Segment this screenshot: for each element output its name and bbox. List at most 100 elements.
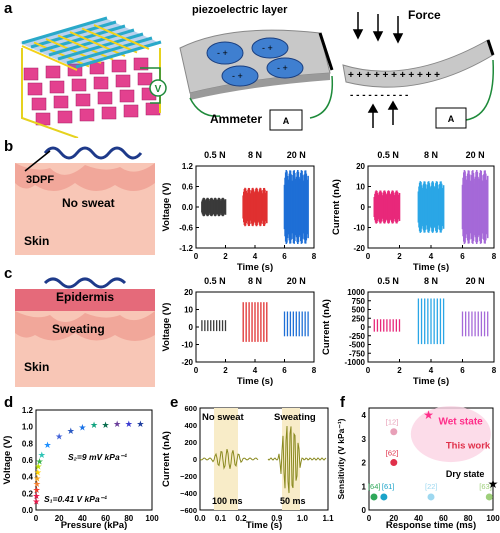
ytick-label-5: −400 (180, 489, 197, 498)
xtick-label-4: 80 (464, 514, 473, 523)
highlight-this-work (410, 406, 491, 463)
xtick-label-4: 80 (124, 514, 133, 523)
ref-label: [22] (425, 482, 438, 491)
x-axis-label: Response time (ms) (386, 520, 476, 531)
force-label-0: 0.5 N (377, 276, 399, 286)
label-sweating: Sweating (274, 412, 316, 423)
svg-text:- +: - + (217, 48, 228, 58)
label-sweating-c: Sweating (52, 322, 105, 336)
xtick-label-0: 0 (194, 366, 199, 375)
ytick-label-4: −200 (180, 472, 197, 481)
force-label-0: 0.5 N (377, 150, 399, 160)
data-point (370, 493, 378, 501)
label-no-sweat: No sweat (62, 196, 115, 210)
ytick-label-2: 2 (362, 459, 367, 468)
svg-text:- +: - + (232, 71, 243, 81)
label-window-50ms: 50 ms (280, 496, 306, 506)
data-point-star: ★ (33, 473, 41, 483)
force-label-1: 8 N (248, 276, 262, 286)
ytick-label-3: -0.6 (179, 224, 193, 233)
label-force: Force (408, 8, 441, 22)
signal-burst-0 (373, 190, 401, 224)
ytick-label-4: 0.4 (22, 473, 34, 482)
label-piezoelectric-layer: piezoelectric layer (192, 4, 288, 16)
xtick-label-2: 40 (414, 514, 423, 523)
data-point-star: ★ (113, 419, 121, 429)
xtick-label-1: 20 (55, 514, 64, 523)
signal-burst-0 (201, 320, 227, 332)
xtick-label-0: 0 (367, 514, 372, 523)
data-point-star: ★ (38, 450, 46, 460)
xtick-label-1: 2 (223, 252, 228, 261)
ammeter-symbol-1: A (283, 116, 290, 126)
panel-c-skin-diagram (15, 277, 155, 387)
ytick-label-4: -20 (181, 358, 193, 367)
xtick-label-4: 8 (492, 252, 497, 261)
data-point-star: ★ (488, 477, 499, 491)
data-point (485, 493, 493, 501)
xtick-label-2: 4 (429, 252, 434, 261)
ytick-label-3: 250 (352, 314, 366, 323)
data-point-star: ★ (136, 419, 144, 429)
label-skin-c: Skin (24, 360, 50, 374)
xtick-label-3: 6 (282, 366, 287, 375)
xtick-label-3: 6 (460, 366, 465, 375)
ref-label: [64] (368, 482, 381, 491)
ytick-label-2: 0 (361, 203, 366, 212)
signal-burst-2 (283, 311, 309, 337)
ytick-label-2: 200 (184, 438, 197, 447)
signal-burst-0 (201, 197, 227, 217)
data-point-star: ★ (423, 408, 434, 422)
ref-label: [63] (479, 482, 492, 491)
data-point-star: ★ (34, 468, 42, 478)
voltmeter-symbol: V (155, 84, 162, 95)
data-point-star: ★ (32, 497, 40, 507)
ytick-label-5: -250 (349, 332, 366, 341)
xtick-label-2: 0.2 (235, 514, 247, 523)
ytick-label-0: 1000 (347, 288, 365, 297)
xtick-label-1: 0.1 (215, 514, 227, 523)
xtick-label-2: 4 (253, 366, 258, 375)
ammeter-symbol-2: A (448, 114, 455, 124)
label-3dpf: 3DPF (26, 174, 55, 186)
svg-text:+ + + + + + + + + + +: + + + + + + + + + + + (348, 70, 440, 81)
ytick-label-4: 0 (362, 506, 367, 515)
xtick-label-3: 60 (101, 514, 110, 523)
panel-a-piezo-diagram: - + - + - + - + A (179, 29, 334, 131)
data-point-star: ★ (33, 485, 41, 495)
force-label-1: 8 N (248, 150, 262, 160)
waveform-sweating (267, 425, 327, 494)
force-label-0: 0.5 N (204, 276, 226, 286)
plot-frame (35, 409, 153, 511)
xtick-label-4: 8 (312, 366, 317, 375)
signal-burst-2 (461, 170, 489, 244)
ytick-label-4: -1.2 (179, 244, 193, 253)
data-point-star: ★ (32, 491, 40, 501)
xtick-label-5: 100 (486, 514, 500, 523)
svg-text:- +: - + (277, 63, 288, 73)
data-point-star: ★ (102, 420, 110, 430)
xtick-label-2: 4 (253, 252, 258, 261)
ytick-label-3: 0 (193, 455, 197, 464)
signal-burst-1 (242, 187, 268, 227)
ref-label: [62] (386, 449, 399, 458)
data-point-star: ★ (44, 440, 52, 450)
svg-text:- +: - + (262, 43, 273, 53)
data-point (427, 493, 435, 501)
ref-label: [12] (386, 418, 399, 427)
ytick-label-0: 20 (356, 162, 365, 171)
x-axis-label: Pressure (kPa) (61, 520, 128, 531)
ytick-label-6: 0.0 (22, 506, 34, 515)
label-wet-state: Wet state (438, 417, 483, 428)
xtick-label-0: 0 (34, 514, 39, 523)
data-point-star: ★ (90, 420, 98, 430)
label-window-100ms: 100 ms (212, 496, 243, 506)
signal-burst-1 (242, 302, 268, 342)
signal-burst-2 (283, 170, 309, 244)
data-point-star: ★ (34, 462, 42, 472)
annotation-s1: S₁=0.41 V kPa⁻¹ (44, 494, 107, 504)
ytick-label-1: 3 (362, 435, 367, 444)
